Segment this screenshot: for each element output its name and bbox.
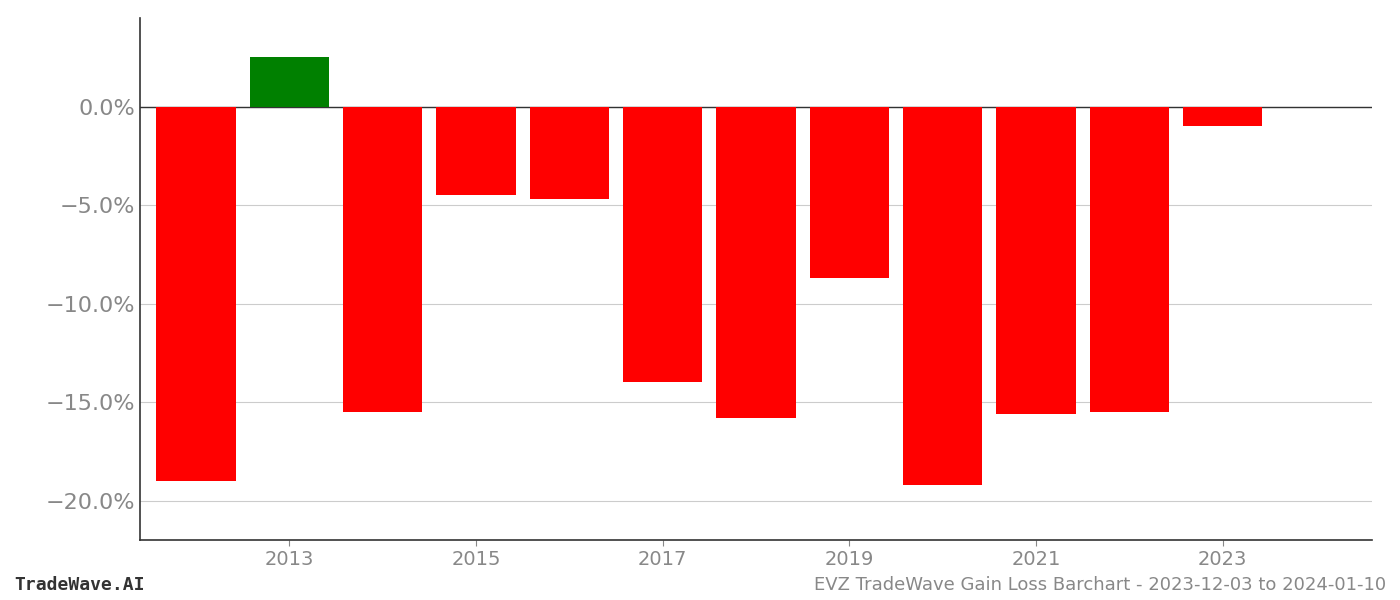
- Text: EVZ TradeWave Gain Loss Barchart - 2023-12-03 to 2024-01-10: EVZ TradeWave Gain Loss Barchart - 2023-…: [813, 576, 1386, 594]
- Bar: [1183, 107, 1263, 127]
- Bar: [343, 107, 423, 412]
- Bar: [997, 107, 1075, 414]
- Bar: [809, 107, 889, 278]
- Bar: [437, 107, 515, 195]
- Bar: [1089, 107, 1169, 412]
- Bar: [249, 58, 329, 107]
- Bar: [903, 107, 983, 485]
- Bar: [529, 107, 609, 199]
- Bar: [157, 107, 235, 481]
- Bar: [623, 107, 703, 382]
- Bar: [717, 107, 795, 418]
- Text: TradeWave.AI: TradeWave.AI: [14, 576, 144, 594]
